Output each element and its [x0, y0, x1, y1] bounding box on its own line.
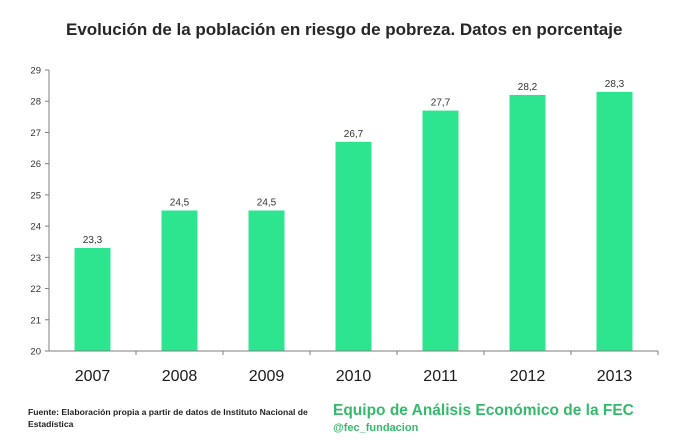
x-tick-label-2007: 2007	[75, 368, 111, 385]
x-tick-label-2008: 2008	[162, 368, 198, 385]
y-tick-label: 25	[30, 190, 41, 201]
x-tick-label-2012: 2012	[510, 368, 546, 385]
y-tick-label: 21	[30, 315, 41, 326]
y-axis: 20 21 22 23 24 25 26 27 28 29	[30, 66, 50, 358]
y-tick-label: 28	[30, 97, 41, 108]
bar-2008	[161, 210, 198, 351]
x-tick-label-2011: 2011	[423, 368, 458, 385]
bar-2009	[248, 210, 285, 351]
x-tick-label-2013: 2013	[597, 368, 633, 385]
y-tick-label: 23	[30, 253, 41, 264]
data-label-2012: 28,2	[518, 82, 538, 93]
data-label-2010: 26,7	[344, 129, 364, 140]
chart-title: Evolución de la población en riesgo de p…	[66, 20, 623, 39]
y-tick-label: 29	[30, 66, 41, 77]
bar-2013	[596, 91, 633, 351]
data-label-2009: 24,5	[257, 198, 277, 209]
x-tick-label-2009: 2009	[249, 368, 285, 385]
source-note: Fuente: Elaboración propia a partir de d…	[28, 407, 308, 429]
bar-2010	[335, 141, 372, 351]
data-labels: 23,3 24,5 24,5 26,7 27,7 28,2 28,3	[83, 79, 625, 246]
y-tick-label: 27	[30, 128, 41, 139]
data-label-2011: 27,7	[431, 98, 451, 109]
brand-handle: @fec_fundacion	[333, 422, 419, 434]
data-label-2007: 23,3	[83, 235, 103, 246]
bar-2012	[509, 94, 546, 351]
x-axis: 2007 2008 2009 2010 2011 2012 2013	[49, 350, 659, 385]
y-tick-label: 26	[30, 159, 41, 170]
y-tick-label: 20	[30, 347, 41, 358]
y-tick-label: 24	[30, 222, 41, 233]
data-label-2013: 28,3	[605, 79, 625, 90]
y-tick-label: 22	[30, 284, 41, 295]
data-label-2008: 24,5	[170, 198, 190, 209]
bar-2007	[74, 247, 111, 351]
bars	[74, 91, 633, 351]
brand-title: Equipo de Análisis Económico de la FEC	[333, 402, 634, 419]
bar-2011	[422, 110, 459, 351]
x-tick-label-2010: 2010	[336, 368, 372, 385]
bar-chart: 20 21 22 23 24 25 26 27 28 29 23,3 24,5 24,5 26,7 27,…	[30, 66, 659, 385]
